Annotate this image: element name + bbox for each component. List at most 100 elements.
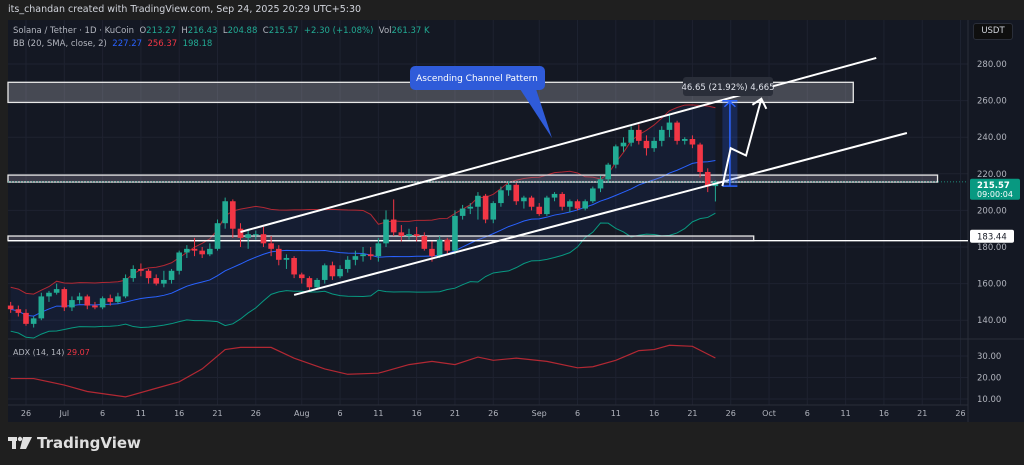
measure-arrow-icon [723,100,736,108]
callout-text: Ascending Channel Pattern [416,74,538,84]
candle-body [115,296,121,302]
candle-body [528,197,535,207]
time-tick-label: 21 [917,409,927,418]
level-tag-box [970,229,1014,243]
low-value: 204.88 [227,26,258,36]
candle-body [436,239,443,257]
open-value: 213.27 [146,26,176,36]
vol-value: 261.37 K [391,26,430,36]
zones[interactable] [7,81,968,242]
bb-upper-value: 256.37 [147,38,178,49]
candle-body [482,195,489,220]
candle-body [605,164,611,180]
price-tick-label: 160.00 [977,280,1007,290]
candle-body [658,129,665,141]
candle-body [475,195,481,207]
candle-body [191,248,198,251]
adx-pane [10,344,716,398]
candle-body [46,292,52,297]
candle-body [92,305,98,308]
zone-box [7,235,755,242]
price-tick-label: 280.00 [977,60,1007,70]
axes: 280.00 260.00 240.00 220.00 200.00 180.00 160.… [8,60,1020,418]
time-tick-label: 11 [841,409,851,418]
candle-body [352,256,359,260]
candle-body [467,206,474,209]
candle-body [505,184,512,191]
candle-body [168,270,175,280]
adx-tick-label: 30.00 [977,352,1001,362]
candle-body [375,243,382,257]
price-tag-box [970,178,1020,200]
measure-label-box [683,77,773,96]
time-tick-label: 6 [338,409,343,418]
candle-body [38,296,45,319]
bb-lower-line [10,212,716,339]
candle-body [620,142,627,147]
tradingview-logo[interactable]: TradingView [8,434,141,452]
candle-body [390,219,397,233]
candle-body [61,289,68,308]
callout-tail [520,89,552,138]
adx-value: 29.07 [66,348,90,357]
legend: Solana / Tether · 1D · KuCoin O213.27 H2… [13,25,430,50]
brand-name: TradingView [37,434,141,452]
time-tick-label: Jul [58,409,69,418]
candle-body [283,257,290,260]
change-value: +2.30 (+1.08%) [303,26,374,36]
candle-body [30,318,37,324]
bb-label[interactable]: BB (20, SMA, close, 2) [13,38,107,49]
time-tick-label: Sep [532,409,547,418]
adx-tick-label: 20.00 [977,374,1001,384]
candle-body [268,243,274,249]
candle-body [398,232,405,237]
candle-body [184,248,190,253]
projection-path [721,98,763,187]
vol-label: Vol [378,26,392,36]
zone-box [7,174,939,183]
candle-body [161,279,167,284]
price-tick-label: 260.00 [977,97,1007,107]
candle-body [84,296,91,306]
time-tick-label: 21 [687,409,697,418]
candle-body [536,206,543,215]
candle-body [199,250,205,255]
candle-body [421,236,428,249]
time-tick-label: 16 [412,409,422,418]
time-tick-label: 26 [726,409,736,418]
candle-body [513,184,520,202]
open-label: O [139,26,147,36]
candle-body [590,188,596,202]
drawings[interactable]: 46.65 (21.92%) 4,665 Ascending Channel Pa… [240,56,908,296]
candle-body [69,300,75,308]
candle-body [567,201,573,207]
time-tick-label: Oct [762,409,776,418]
candle-body [153,278,160,284]
time-tick-label: 16 [174,409,184,418]
bb-upper-line [10,104,716,295]
candle-body [321,265,328,280]
candle-body [551,193,558,198]
candle-body [559,193,565,207]
candle-body [298,274,305,279]
candle-body [275,248,282,260]
time-tick-label: 26 [955,409,965,418]
adx-label[interactable]: ADX (14, 14) [13,348,65,357]
candle-body [674,122,680,141]
candle-body [15,309,22,313]
time-tick-label: 6 [575,409,580,418]
currency-button[interactable]: USDT [973,23,1013,40]
candle-body [237,228,244,238]
candle-body [306,278,313,288]
close-label: C [262,26,269,36]
symbol-title[interactable]: Solana / Tether · 1D · KuCoin [13,26,135,36]
candle-body [222,201,228,224]
candle-body [53,289,60,293]
level-tag-value: 183.44 [977,233,1007,243]
time-tick-label: 6 [100,409,105,418]
candle-body [574,201,581,209]
candles [7,113,968,328]
price-tick-label: 200.00 [977,206,1007,216]
time-tick-label: 26 [251,409,261,418]
